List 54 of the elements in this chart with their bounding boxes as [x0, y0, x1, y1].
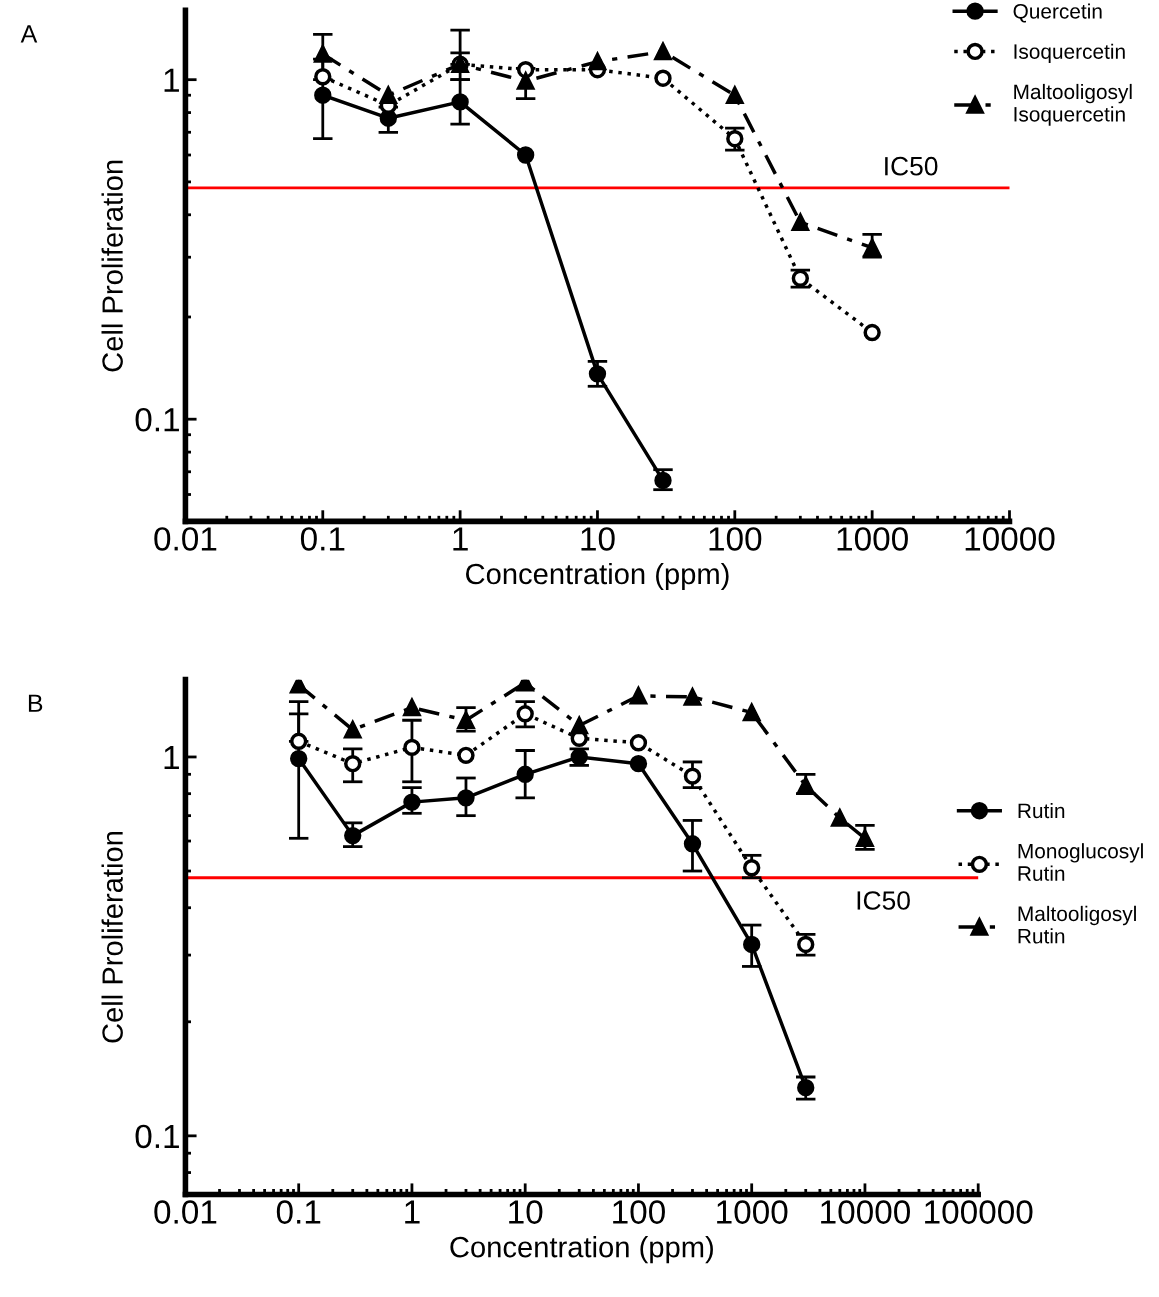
y-axis-title: Cell Proliferation: [101, 160, 123, 372]
point: [403, 793, 421, 811]
point: [683, 767, 702, 785]
y-tick-label: 1: [164, 68, 179, 92]
x-tick-label: 100: [709, 527, 762, 551]
point: [629, 734, 648, 752]
point: [344, 826, 362, 845]
point: [457, 746, 475, 765]
legend-label: Isoquercetin: [1014, 43, 1125, 64]
point: [290, 749, 308, 768]
text: A: [20, 25, 38, 43]
x-tick-label: 0.01: [154, 527, 217, 551]
legend-label: Monoglucosyl Rutin: [1018, 843, 1143, 881]
point: [290, 732, 308, 750]
x-tick-label: 100000: [925, 1200, 1033, 1224]
x-tick-label: 10: [581, 527, 615, 551]
y-tick-label: 0.1: [135, 1124, 179, 1149]
legend-label: Rutin: [1018, 802, 1065, 819]
x-tick-label: 10000: [821, 1200, 910, 1224]
point: [402, 696, 422, 717]
x-tick-label: 0.01: [154, 1200, 217, 1224]
x-axis-title: Concentration (ppm): [466, 562, 729, 591]
x-tick-label: 1: [405, 1200, 420, 1224]
x-tick-label: 10000: [965, 527, 1055, 551]
point: [683, 688, 702, 706]
point: [570, 716, 588, 735]
point: [457, 711, 475, 729]
y-axis-title: Cell Proliferation: [101, 831, 123, 1043]
x-tick-label: 100: [613, 1200, 665, 1224]
x-axis-title: Concentration (ppm): [450, 1236, 713, 1264]
legend-label: Maltooligosyl Rutin: [1018, 905, 1136, 944]
x-tick-label: 1: [453, 527, 468, 551]
text: B: [28, 694, 43, 712]
point: [629, 687, 648, 705]
point: [516, 765, 534, 783]
x-tick-label: 1000: [717, 1200, 788, 1224]
point: [629, 755, 648, 773]
x-tick-label: 0.1: [300, 527, 345, 551]
legend-label: Quercetin: [1013, 3, 1102, 23]
point: [683, 835, 702, 853]
x-tick-label: 0.1: [276, 1200, 321, 1224]
ref-line-label: IC50: [885, 156, 938, 176]
y-tick-label: 1: [164, 746, 179, 770]
y-tick-label: 0.1: [135, 407, 179, 432]
point: [403, 738, 421, 757]
ref-line-label: IC50: [857, 891, 910, 910]
point: [290, 679, 308, 694]
x-tick-label: 10: [509, 1200, 543, 1224]
point: [344, 721, 362, 739]
point: [344, 755, 362, 773]
legend-label: Maltooligosyl Isoquercetin: [1014, 83, 1132, 126]
point: [516, 705, 534, 723]
x-tick-label: 1000: [837, 527, 908, 551]
point: [457, 789, 475, 807]
